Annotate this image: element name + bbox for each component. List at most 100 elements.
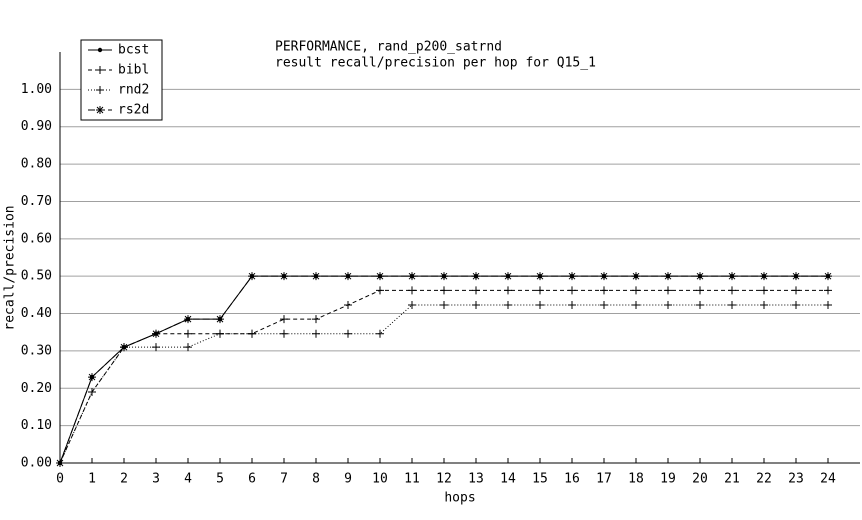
x-tick-label: 17: [596, 472, 612, 487]
marker: [344, 272, 352, 281]
x-tick-label: 14: [500, 472, 516, 487]
marker: [792, 300, 800, 309]
marker: [472, 272, 480, 281]
marker: [568, 272, 576, 281]
y-tick-label: 0.90: [21, 119, 52, 134]
marker: [376, 286, 384, 295]
marker: [280, 272, 288, 281]
marker: [536, 286, 544, 295]
x-tick-label: 1: [88, 472, 96, 487]
marker: [152, 329, 160, 338]
legend-label: bcst: [118, 43, 149, 58]
legend-marker: [97, 47, 103, 53]
marker: [664, 300, 672, 309]
legend-box: [80, 39, 163, 121]
x-tick-label: 7: [280, 472, 288, 487]
marker: [536, 272, 544, 281]
y-tick-label: 0.40: [21, 306, 52, 321]
marker: [216, 315, 224, 324]
marker: [664, 286, 672, 295]
marker: [632, 272, 640, 281]
marker: [88, 373, 96, 382]
legend-label: rs2d: [118, 103, 149, 118]
legend-marker: [96, 86, 104, 94]
x-tick-label: 9: [344, 472, 352, 487]
marker: [696, 286, 704, 295]
marker: [408, 286, 416, 295]
marker: [440, 286, 448, 295]
x-tick-label: 18: [628, 472, 644, 487]
marker: [312, 315, 320, 324]
marker: [184, 329, 192, 338]
marker: [632, 300, 640, 309]
marker: [760, 300, 768, 309]
y-axis-label: recall/precision: [3, 205, 18, 330]
x-tick-label: 5: [216, 472, 224, 487]
y-tick-label: 0.10: [21, 418, 52, 433]
y-tick-label: 0.00: [21, 456, 52, 471]
marker: [504, 300, 512, 309]
marker: [632, 286, 640, 295]
marker: [184, 343, 192, 352]
marker: [184, 315, 192, 324]
marker: [568, 286, 576, 295]
marker: [248, 272, 256, 281]
marker: [216, 329, 224, 338]
marker: [760, 286, 768, 295]
x-tick-label: 2: [120, 472, 128, 487]
x-tick-label: 20: [692, 472, 708, 487]
y-tick-label: 0.50: [21, 269, 52, 284]
x-axis-label: hops: [444, 491, 475, 506]
legend-marker: [96, 66, 104, 74]
x-tick-label: 3: [152, 472, 160, 487]
y-tick-label: 0.30: [21, 343, 52, 358]
marker: [152, 343, 160, 352]
y-tick-label: 0.70: [21, 194, 52, 209]
marker: [728, 300, 736, 309]
legend-label: bibl: [118, 63, 149, 78]
marker: [696, 300, 704, 309]
marker: [824, 300, 832, 309]
marker: [600, 272, 608, 281]
x-tick-label: 8: [312, 472, 320, 487]
x-tick-label: 23: [788, 472, 804, 487]
marker: [600, 286, 608, 295]
marker: [760, 272, 768, 281]
marker: [728, 272, 736, 281]
marker: [504, 286, 512, 295]
x-tick-label: 13: [468, 472, 484, 487]
marker: [280, 315, 288, 324]
x-tick-label: 16: [564, 472, 580, 487]
x-tick-label: 0: [56, 472, 64, 487]
series-line: [59, 304, 828, 464]
marker: [88, 388, 96, 397]
x-tick-label: 4: [184, 472, 192, 487]
chart-subtitle: result recall/precision per hop for Q15_…: [275, 56, 596, 71]
marker: [696, 272, 704, 281]
y-tick-label: 0.60: [21, 231, 52, 246]
marker: [120, 343, 128, 352]
marker: [344, 329, 352, 338]
marker: [600, 300, 608, 309]
legend-label: rnd2: [118, 83, 149, 98]
x-tick-label: 12: [436, 472, 452, 487]
y-tick-label: 0.80: [21, 157, 52, 172]
marker: [376, 329, 384, 338]
marker: [280, 329, 288, 338]
marker: [248, 329, 256, 338]
marker: [408, 272, 416, 281]
marker: [56, 459, 64, 467]
marker: [312, 329, 320, 338]
marker: [824, 272, 832, 281]
chart-title: PERFORMANCE, rand_p200_satrnd: [275, 40, 502, 55]
marker: [504, 272, 512, 281]
marker: [440, 300, 448, 309]
marker: [824, 286, 832, 295]
marker: [792, 272, 800, 281]
marker: [728, 286, 736, 295]
x-tick-label: 6: [248, 472, 256, 487]
marker: [440, 272, 448, 281]
marker: [792, 286, 800, 295]
x-tick-label: 21: [724, 472, 740, 487]
